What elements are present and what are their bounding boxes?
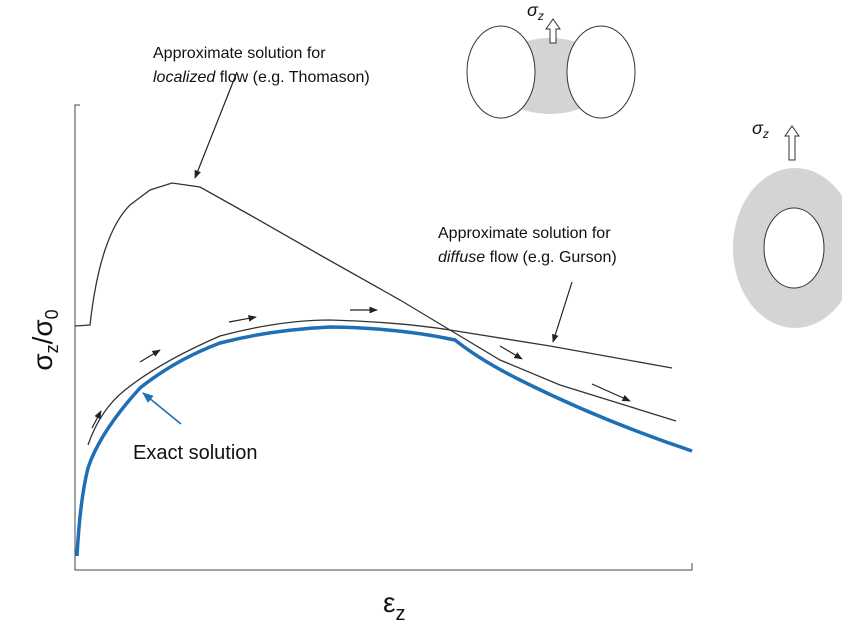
annotation-arrow <box>142 392 182 425</box>
symbol: σ <box>27 353 58 370</box>
axes <box>74 104 693 571</box>
separator: / <box>27 336 58 344</box>
exact-curve <box>75 325 693 557</box>
annotation: Approximate solution for <box>438 225 611 242</box>
subscript: 0 <box>42 309 62 319</box>
stress-label: σz <box>752 118 769 141</box>
annotation: flow (e.g. Thomason) <box>215 69 369 86</box>
x-axis-label: εz <box>383 587 405 625</box>
direction-arrows <box>91 306 631 429</box>
annotation: diffuse flow (e.g. Gurson) <box>438 249 617 266</box>
gurson-curve <box>87 319 673 446</box>
symbol: σ <box>27 319 58 336</box>
single-void <box>733 125 842 328</box>
symbol: ε <box>383 587 395 618</box>
subscript: z <box>395 603 405 625</box>
void-pair <box>466 18 636 119</box>
annotation-italic: diffuse <box>438 249 485 266</box>
annotation: localized flow (e.g. Thomason) <box>153 69 370 86</box>
annotation-arrow <box>194 71 238 179</box>
symbol: σ <box>752 118 764 138</box>
annotation-italic: localized <box>153 69 216 86</box>
annotation-arrow <box>552 281 573 343</box>
subscript: z <box>42 344 62 353</box>
y-axis-label: σz/σ0 <box>27 309 62 370</box>
annotation: Exact solution <box>133 442 258 464</box>
stress-label: σz <box>527 0 544 23</box>
thomason-curve <box>74 182 677 422</box>
symbol: σ <box>527 0 539 20</box>
annotation: Approximate solution for <box>153 45 326 62</box>
annotation: flow (e.g. Gurson) <box>485 249 617 266</box>
subscript: z <box>537 9 544 23</box>
subscript: z <box>762 127 769 141</box>
